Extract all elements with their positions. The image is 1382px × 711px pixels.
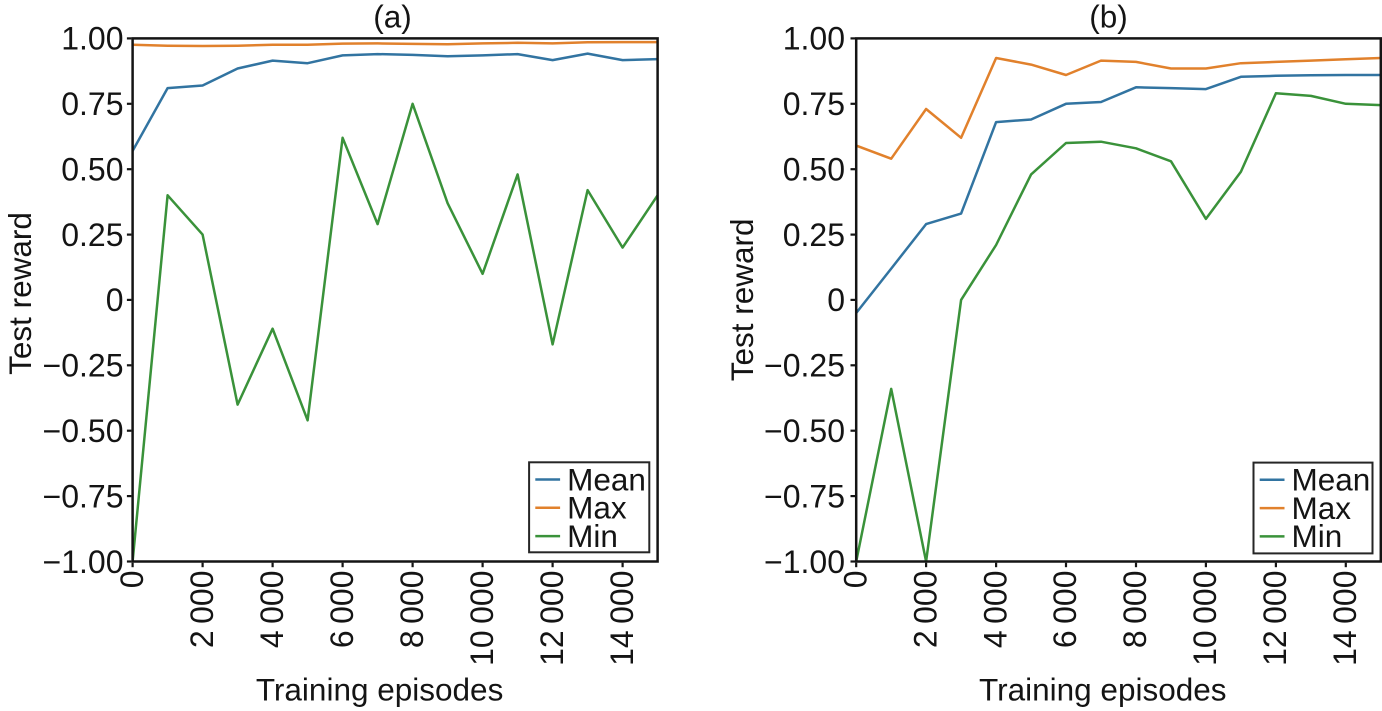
svg-text:0: 0 [827,282,845,318]
svg-text:Test reward: Test reward [2,212,38,375]
svg-text:0.75: 0.75 [783,86,845,122]
svg-text:2 000: 2 000 [184,571,220,649]
svg-text:6 000: 6 000 [324,571,360,649]
svg-text:14 000: 14 000 [604,571,640,666]
svg-text:Test reward: Test reward [724,218,760,381]
svg-text:Mean: Mean [567,461,646,497]
svg-text:Min: Min [1292,518,1343,554]
svg-text:0.25: 0.25 [783,217,845,253]
svg-text:1.00: 1.00 [61,21,123,57]
svg-text:−0.75: −0.75 [764,478,845,514]
svg-text:−0.50: −0.50 [43,413,124,449]
svg-text:Training episodes: Training episodes [256,672,503,708]
svg-text:Mean: Mean [1292,462,1371,498]
svg-text:2 000: 2 000 [907,571,943,649]
svg-text:−0.50: −0.50 [764,413,845,449]
svg-text:−0.25: −0.25 [764,348,845,384]
svg-text:0.50: 0.50 [783,152,845,188]
svg-text:12 000: 12 000 [1257,571,1293,666]
svg-text:(b): (b) [1089,0,1128,34]
svg-text:14 000: 14 000 [1327,571,1363,666]
svg-text:Training episodes: Training episodes [979,672,1226,708]
svg-text:−0.75: −0.75 [43,478,124,514]
svg-text:4 000: 4 000 [254,571,290,649]
svg-text:8 000: 8 000 [394,571,430,649]
svg-text:−1.00: −1.00 [43,544,124,580]
svg-text:12 000: 12 000 [534,571,570,666]
svg-text:Min: Min [567,518,618,554]
svg-text:−1.00: −1.00 [764,544,845,580]
svg-text:0: 0 [114,571,150,589]
svg-text:4 000: 4 000 [977,571,1013,649]
svg-text:−0.25: −0.25 [43,348,124,384]
svg-text:0.25: 0.25 [61,217,123,253]
svg-text:10 000: 10 000 [464,571,500,666]
svg-text:Max: Max [567,490,627,526]
svg-text:0.50: 0.50 [61,152,123,188]
svg-text:8 000: 8 000 [1117,571,1153,649]
svg-text:6 000: 6 000 [1047,571,1083,649]
svg-text:0.75: 0.75 [61,86,123,122]
svg-text:10 000: 10 000 [1187,571,1223,666]
svg-text:0: 0 [837,571,873,589]
svg-text:0: 0 [106,282,124,318]
svg-text:1.00: 1.00 [783,21,845,57]
svg-text:Max: Max [1292,490,1352,526]
svg-text:(a): (a) [373,0,412,34]
